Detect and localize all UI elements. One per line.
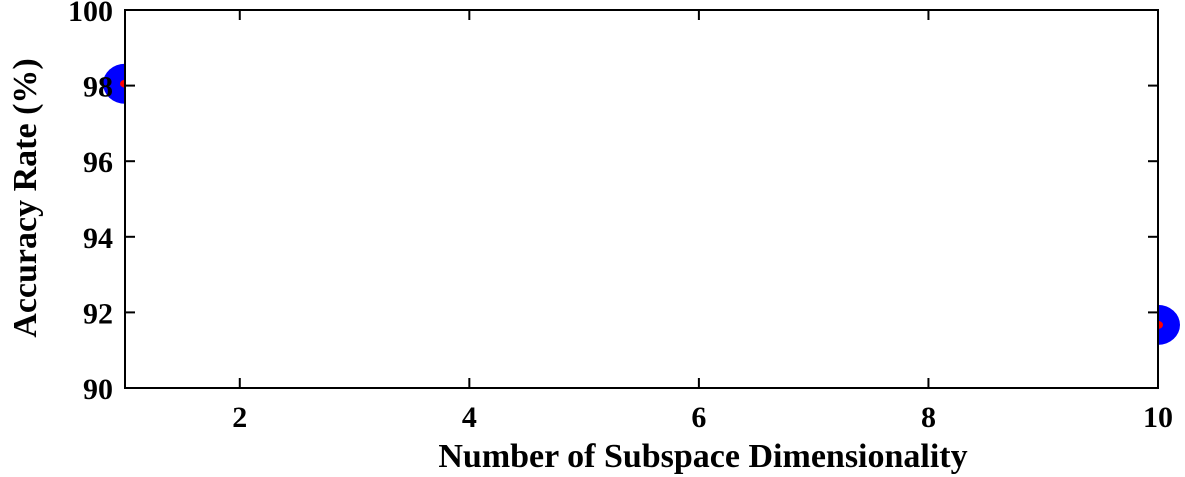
y-tick-label: 100	[68, 0, 113, 28]
x-tick-label: 8	[921, 401, 936, 434]
x-tick-label: 4	[462, 401, 477, 434]
x-tick-label: 6	[691, 401, 706, 434]
y-tick-label: 92	[83, 297, 113, 330]
y-tick-label: 94	[83, 222, 113, 255]
axes: 90 92 94 96 98 100 2 4 6 8 10	[68, 0, 1173, 434]
x-axis-title: Number of Subspace Dimensionality	[438, 438, 967, 475]
y-tick-label: 98	[83, 71, 113, 104]
y-axis-title: Accuracy Rate (%)	[7, 58, 44, 337]
x-tick-label: 2	[232, 401, 247, 434]
plot-frame	[124, 9, 1159, 389]
y-tick-label: 96	[83, 146, 113, 179]
x-tick-label: 10	[1143, 401, 1173, 434]
y-tick-label: 90	[83, 373, 113, 406]
